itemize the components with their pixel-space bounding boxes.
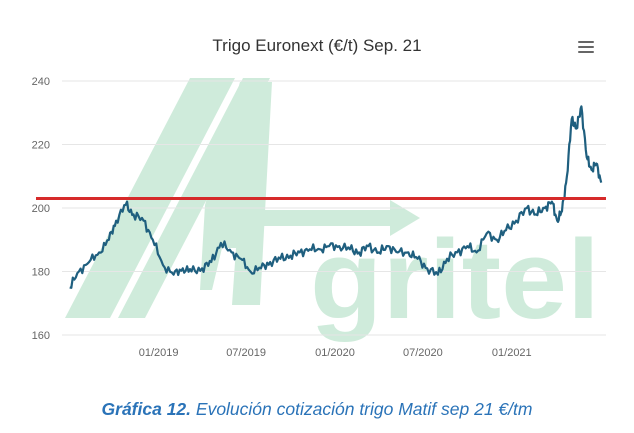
y-tick-label: 200 (32, 203, 50, 215)
y-tick-label: 240 (32, 76, 50, 88)
svg-text:gritel: gritel (310, 217, 600, 342)
y-tick-label: 220 (32, 140, 50, 152)
agritel-watermark: gritel (65, 78, 600, 342)
x-tick-label: 01/2019 (139, 347, 179, 359)
y-tick-label: 160 (32, 330, 50, 342)
figure-caption: Gráfica 12. Evolución cotización trigo M… (0, 399, 634, 420)
price-series-line (69, 105, 603, 289)
x-tick-label: 01/2020 (315, 347, 355, 359)
caption-label: Gráfica 12. (101, 399, 192, 419)
y-tick-label: 180 (32, 267, 50, 279)
x-tick-label: 01/2021 (492, 347, 532, 359)
x-tick-label: 07/2019 (226, 347, 266, 359)
caption-text: Evolución cotización trigo Matif sep 21 … (191, 399, 533, 419)
chart-title: Trigo Euronext (€/t) Sep. 21 (212, 36, 422, 55)
x-tick-label: 07/2020 (403, 347, 443, 359)
hamburger-menu-icon[interactable] (578, 41, 594, 55)
